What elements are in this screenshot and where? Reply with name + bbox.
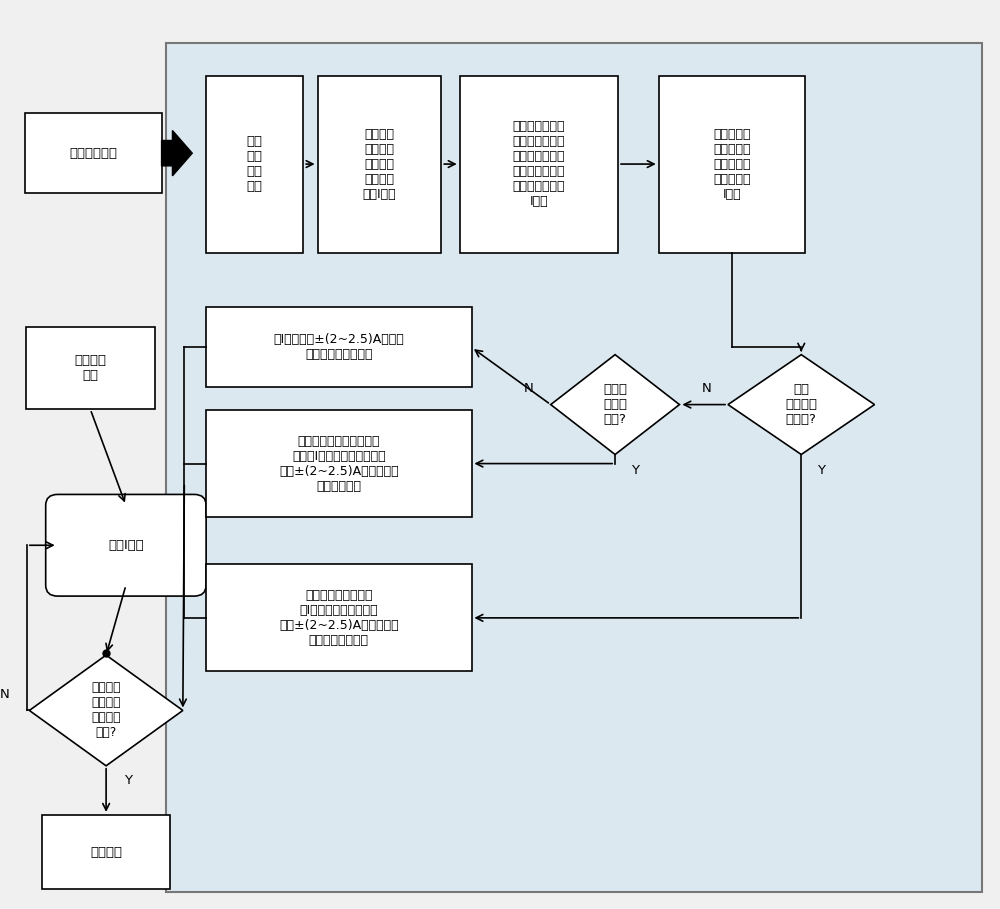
- FancyBboxPatch shape: [318, 75, 441, 253]
- FancyArrow shape: [162, 131, 192, 175]
- FancyBboxPatch shape: [42, 814, 170, 889]
- Text: N: N: [0, 687, 9, 701]
- Text: Y: Y: [631, 464, 639, 477]
- Text: N: N: [701, 382, 711, 395]
- FancyBboxPatch shape: [166, 44, 982, 892]
- FancyBboxPatch shape: [206, 564, 472, 672]
- Text: 太阳翼
是否被
遮挡?: 太阳翼 是否被 遮挡?: [603, 383, 627, 426]
- Text: 将I拟合外扩±(2~2.5)A，得到
无遮挡时的诊断门限: 将I拟合外扩±(2~2.5)A，得到 无遮挡时的诊断门限: [273, 334, 404, 362]
- Text: 计算太阳翼
在非遮挡条
件下的理论
输出总电流
I拟合: 计算太阳翼 在非遮挡条 件下的理论 输出总电流 I拟合: [713, 127, 751, 201]
- Polygon shape: [551, 355, 679, 454]
- Text: 计算I方阵: 计算I方阵: [108, 539, 144, 552]
- Text: 卫星实时
遥测: 卫星实时 遥测: [74, 355, 106, 383]
- FancyBboxPatch shape: [460, 75, 618, 253]
- Text: 读取遮挡面积与时间关系
表，将I拟合进行修正后，再
外扩±(2~2.5)A，得到遮挡
时的诊断门限: 读取遮挡面积与时间关系 表，将I拟合进行修正后，再 外扩±(2~2.5)A，得到…: [279, 435, 399, 493]
- Polygon shape: [29, 655, 183, 765]
- FancyBboxPatch shape: [25, 114, 162, 193]
- Text: N: N: [524, 382, 534, 395]
- Text: 根据历史遥测数
据，确定形变因
子和衰减因子，
对太阳入射光强
进行修正，得到
I物理: 根据历史遥测数 据，确定形变因 子和衰减因子， 对太阳入射光强 进行修正，得到 …: [513, 120, 565, 208]
- Text: 超限报警: 超限报警: [90, 845, 122, 858]
- Text: 读取地月影预报表，
将I拟合进行修正后，再
外扩±(2~2.5)A，得到地月
影期间的诊断门限: 读取地月影预报表， 将I拟合进行修正后，再 外扩±(2~2.5)A，得到地月 影…: [279, 589, 399, 647]
- FancyBboxPatch shape: [26, 327, 155, 409]
- FancyBboxPatch shape: [206, 75, 303, 253]
- FancyBboxPatch shape: [46, 494, 206, 596]
- Polygon shape: [728, 355, 875, 454]
- Text: Y: Y: [817, 464, 825, 477]
- Text: 门限输出
至监测系
统，是否
超限?: 门限输出 至监测系 统，是否 超限?: [91, 682, 121, 739]
- FancyBboxPatch shape: [206, 307, 472, 387]
- FancyBboxPatch shape: [206, 410, 472, 517]
- Text: 读取太阳
电池阵相
关电流遥
测数据，
得到I方阵: 读取太阳 电池阵相 关电流遥 测数据， 得到I方阵: [363, 127, 396, 201]
- Text: 计算
太阳
入射
光强: 计算 太阳 入射 光强: [247, 135, 263, 193]
- Text: Y: Y: [124, 774, 132, 787]
- Text: 卫星轨道根数: 卫星轨道根数: [69, 146, 117, 160]
- Text: 卫星
是否处于
地月影?: 卫星 是否处于 地月影?: [785, 383, 817, 426]
- FancyBboxPatch shape: [659, 75, 805, 253]
